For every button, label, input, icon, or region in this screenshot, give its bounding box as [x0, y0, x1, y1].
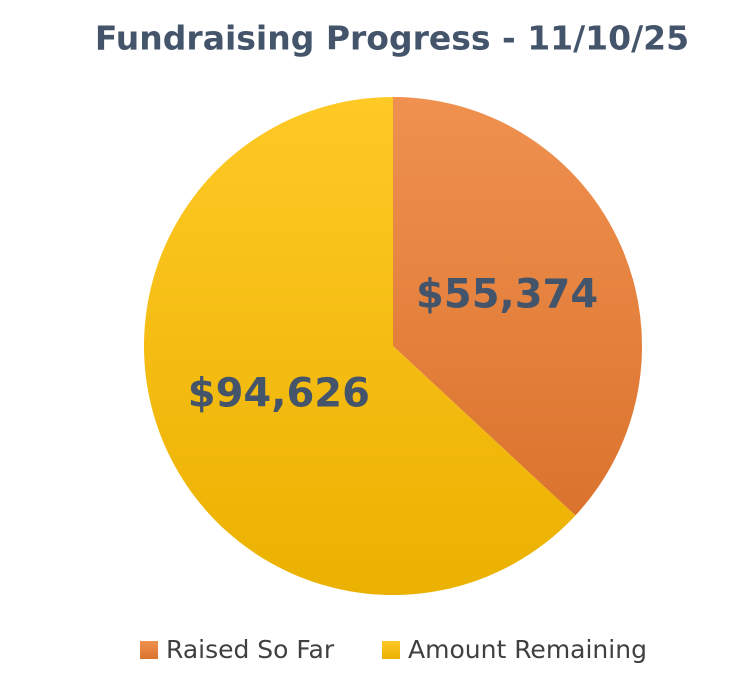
legend-label: Amount Remaining: [408, 635, 647, 664]
legend-swatch: [382, 641, 400, 659]
data-label: $55,374: [416, 271, 598, 317]
pie-slice: [143, 97, 576, 595]
pie-slice: [393, 97, 642, 516]
data-label: $94,626: [188, 371, 370, 417]
chart-title: Fundraising Progress - 11/10/25: [95, 19, 689, 58]
legend-label: Raised So Far: [166, 635, 335, 664]
legend-swatch: [140, 641, 158, 659]
